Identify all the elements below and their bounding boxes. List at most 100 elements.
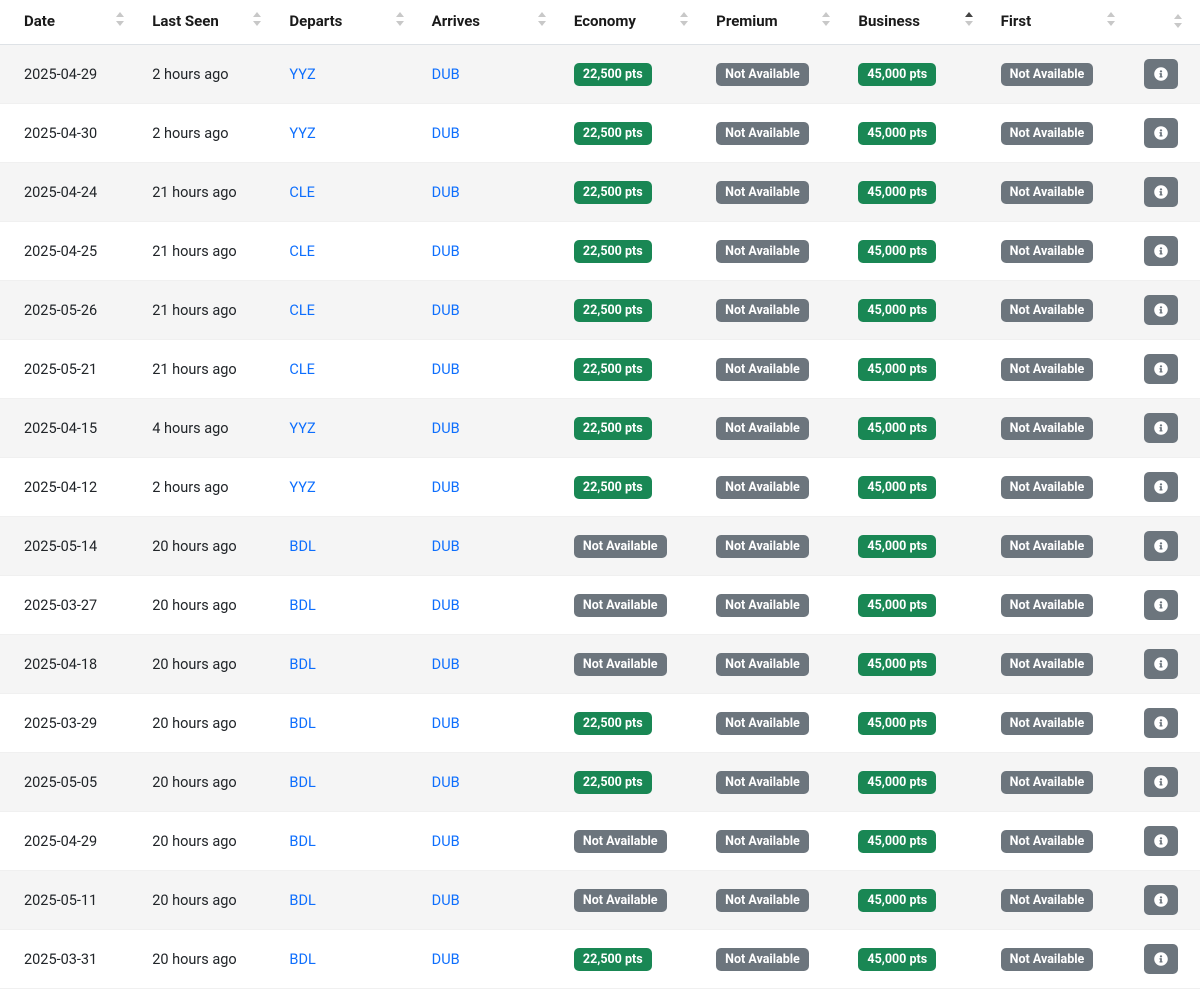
arrives-link[interactable]: DUB	[432, 243, 460, 260]
departs-link[interactable]: YYZ	[289, 125, 315, 142]
cell-premium: Not Available	[706, 104, 848, 163]
cell-first: Not Available	[991, 104, 1133, 163]
arrives-link[interactable]: DUB	[432, 538, 460, 555]
cell-premium: Not Available	[706, 458, 848, 517]
arrives-link[interactable]: DUB	[432, 892, 460, 909]
not-available-badge: Not Available	[1001, 594, 1094, 617]
column-header-arrives[interactable]: Arrives	[422, 0, 564, 45]
points-badge: 45,000 pts	[858, 299, 936, 322]
arrives-link[interactable]: DUB	[432, 420, 460, 437]
info-button[interactable]	[1144, 708, 1178, 738]
arrives-link[interactable]: DUB	[432, 361, 460, 378]
info-icon	[1154, 598, 1168, 612]
cell-first: Not Available	[991, 576, 1133, 635]
departs-link[interactable]: CLE	[289, 361, 315, 378]
info-button[interactable]	[1144, 59, 1178, 89]
column-header-business[interactable]: Business	[848, 0, 990, 45]
column-header-premium[interactable]: Premium	[706, 0, 848, 45]
info-button[interactable]	[1144, 826, 1178, 856]
table-row: 2025-04-302 hours agoYYZDUB22,500 ptsNot…	[0, 104, 1200, 163]
not-available-badge: Not Available	[574, 889, 667, 912]
info-button[interactable]	[1144, 236, 1178, 266]
column-label: Premium	[716, 12, 777, 30]
not-available-badge: Not Available	[1001, 122, 1094, 145]
arrives-link[interactable]: DUB	[432, 774, 460, 791]
info-button[interactable]	[1144, 649, 1178, 679]
cell-last-seen: 2 hours ago	[142, 45, 279, 104]
arrives-link[interactable]: DUB	[432, 951, 460, 968]
not-available-badge: Not Available	[716, 830, 809, 853]
cell-arrives: DUB	[422, 163, 564, 222]
arrives-link[interactable]: DUB	[432, 302, 460, 319]
cell-last-seen: 21 hours ago	[142, 222, 279, 281]
info-button[interactable]	[1144, 472, 1178, 502]
cell-date: 2025-04-24	[0, 163, 142, 222]
departs-link[interactable]: BDL	[289, 951, 315, 968]
points-badge: 45,000 pts	[858, 889, 936, 912]
info-button[interactable]	[1144, 118, 1178, 148]
not-available-badge: Not Available	[716, 594, 809, 617]
arrives-link[interactable]: DUB	[432, 184, 460, 201]
cell-business: 45,000 pts	[848, 399, 990, 458]
info-button[interactable]	[1144, 295, 1178, 325]
column-header-last_seen[interactable]: Last Seen	[142, 0, 279, 45]
cell-date: 2025-03-31	[0, 930, 142, 989]
arrives-link[interactable]: DUB	[432, 597, 460, 614]
cell-info	[1133, 812, 1200, 871]
column-header-date[interactable]: Date	[0, 0, 142, 45]
not-available-badge: Not Available	[716, 417, 809, 440]
cell-business: 45,000 pts	[848, 635, 990, 694]
points-badge: 45,000 pts	[858, 594, 936, 617]
arrives-link[interactable]: DUB	[432, 715, 460, 732]
info-button[interactable]	[1144, 531, 1178, 561]
column-header-first[interactable]: First	[991, 0, 1133, 45]
info-icon	[1154, 126, 1168, 140]
cell-info	[1133, 576, 1200, 635]
info-button[interactable]	[1144, 413, 1178, 443]
cell-economy: 22,500 pts	[564, 694, 706, 753]
not-available-badge: Not Available	[1001, 771, 1094, 794]
arrives-link[interactable]: DUB	[432, 125, 460, 142]
departs-link[interactable]: CLE	[289, 243, 315, 260]
cell-info	[1133, 930, 1200, 989]
info-button[interactable]	[1144, 767, 1178, 797]
column-header-economy[interactable]: Economy	[564, 0, 706, 45]
arrives-link[interactable]: DUB	[432, 479, 460, 496]
arrives-link[interactable]: DUB	[432, 66, 460, 83]
points-badge: 45,000 pts	[858, 830, 936, 853]
table-row: 2025-04-2521 hours agoCLEDUB22,500 ptsNo…	[0, 222, 1200, 281]
cell-premium: Not Available	[706, 694, 848, 753]
cell-economy: Not Available	[564, 517, 706, 576]
cell-business: 45,000 pts	[848, 281, 990, 340]
info-button[interactable]	[1144, 944, 1178, 974]
cell-date: 2025-05-26	[0, 281, 142, 340]
departs-link[interactable]: YYZ	[289, 420, 315, 437]
cell-date: 2025-04-29	[0, 812, 142, 871]
table-row: 2025-04-2920 hours agoBDLDUBNot Availabl…	[0, 812, 1200, 871]
cell-premium: Not Available	[706, 635, 848, 694]
arrives-link[interactable]: DUB	[432, 833, 460, 850]
departs-link[interactable]: BDL	[289, 597, 315, 614]
departs-link[interactable]: YYZ	[289, 66, 315, 83]
departs-link[interactable]: CLE	[289, 184, 315, 201]
info-button[interactable]	[1144, 177, 1178, 207]
departs-link[interactable]: CLE	[289, 302, 315, 319]
cell-first: Not Available	[991, 635, 1133, 694]
info-button[interactable]	[1144, 354, 1178, 384]
departs-link[interactable]: BDL	[289, 715, 315, 732]
points-badge: 45,000 pts	[858, 771, 936, 794]
cell-departs: BDL	[279, 930, 421, 989]
info-button[interactable]	[1144, 885, 1178, 915]
cell-economy: 22,500 pts	[564, 340, 706, 399]
departs-link[interactable]: BDL	[289, 774, 315, 791]
column-header-info[interactable]	[1133, 0, 1200, 45]
departs-link[interactable]: BDL	[289, 833, 315, 850]
departs-link[interactable]: BDL	[289, 892, 315, 909]
departs-link[interactable]: BDL	[289, 656, 315, 673]
column-header-departs[interactable]: Departs	[279, 0, 421, 45]
departs-link[interactable]: YYZ	[289, 479, 315, 496]
cell-departs: CLE	[279, 340, 421, 399]
info-button[interactable]	[1144, 590, 1178, 620]
departs-link[interactable]: BDL	[289, 538, 315, 555]
arrives-link[interactable]: DUB	[432, 656, 460, 673]
